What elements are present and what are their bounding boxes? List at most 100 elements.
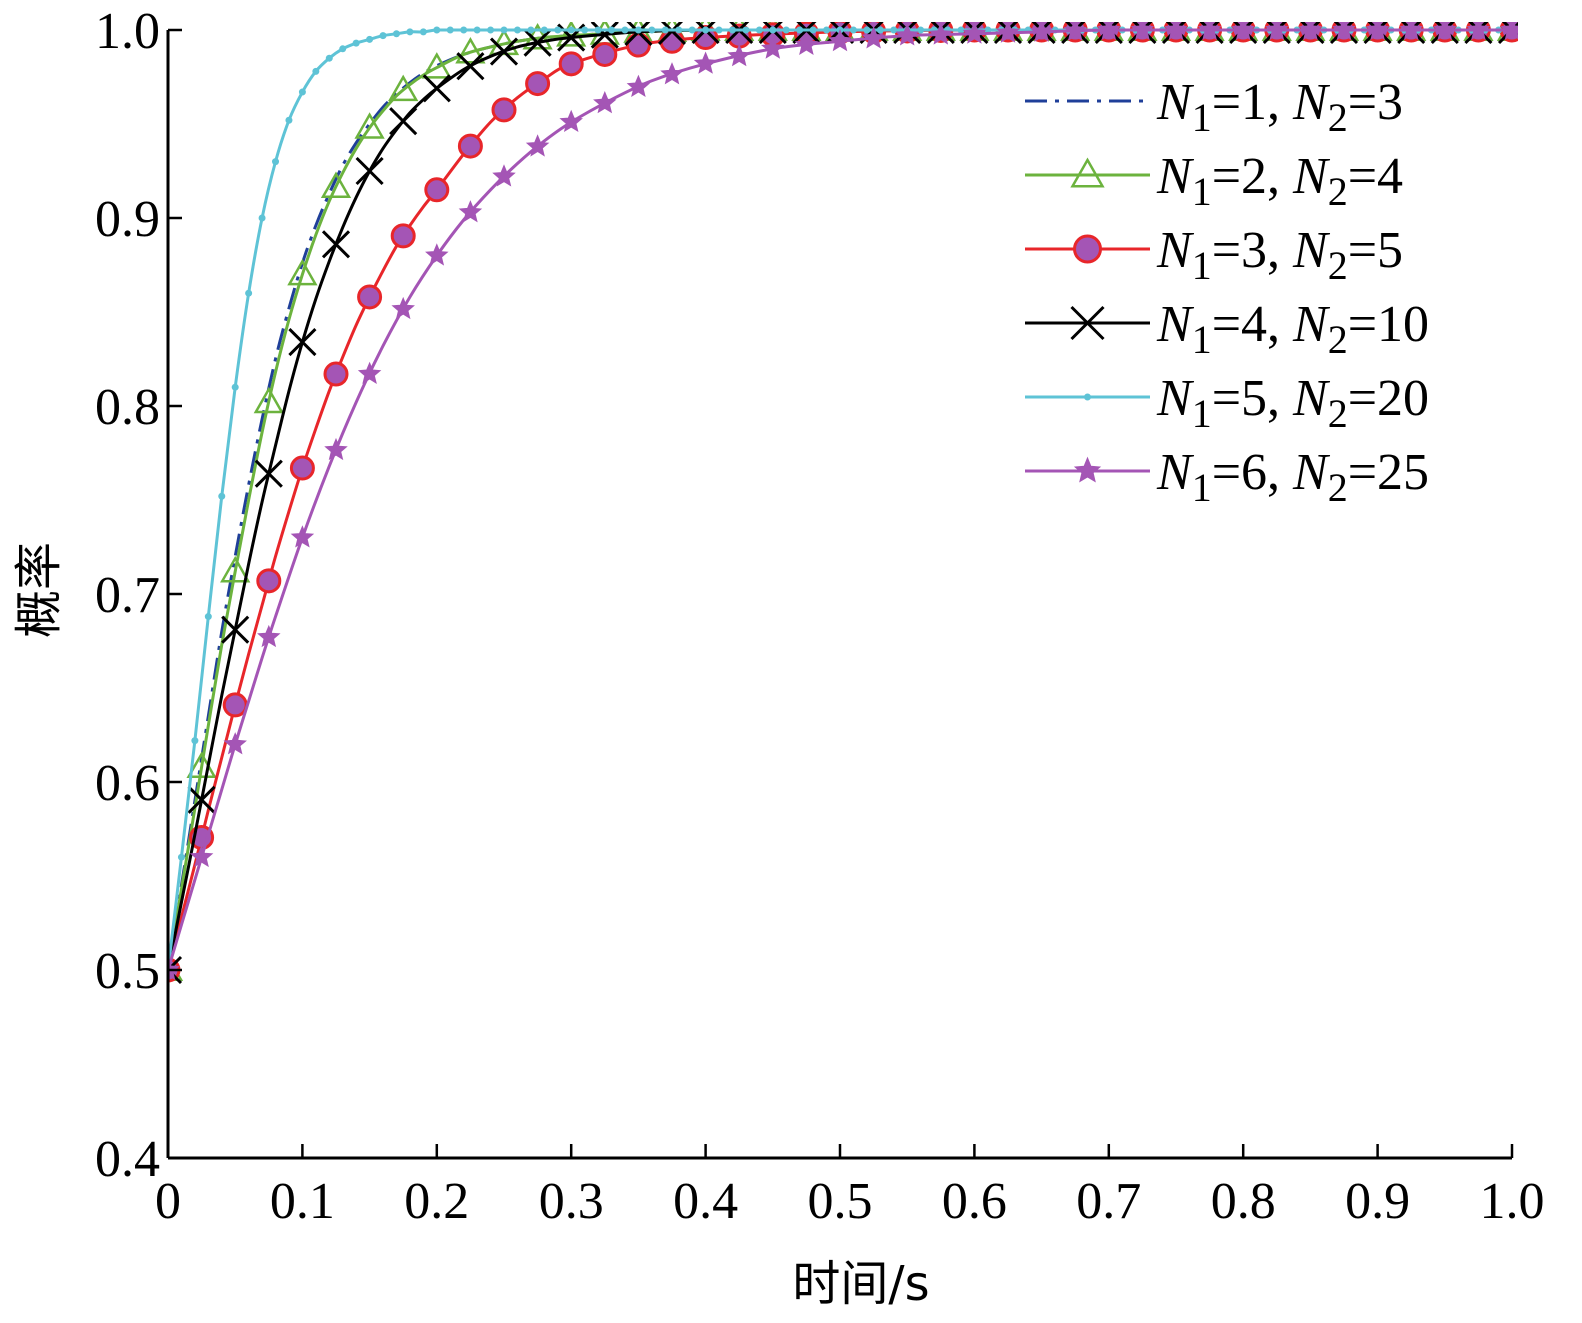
data-point-dot [540, 26, 548, 34]
data-point-triangle [253, 386, 284, 414]
data-point-dot [648, 26, 656, 34]
data-point-circle [558, 51, 584, 77]
data-point-dot [608, 26, 616, 34]
data-point-dot [473, 26, 481, 34]
data-point-star [458, 200, 483, 223]
legend-entry-1: N1=1, N2=3 [1025, 74, 1403, 140]
data-point-circle [256, 568, 282, 594]
data-point-star [1164, 22, 1188, 40]
legend-entry-5: N1=5, N2=20 [1025, 370, 1429, 436]
data-point-star [1466, 22, 1491, 40]
data-point-triangle [220, 555, 251, 583]
data-point-star [593, 90, 617, 114]
data-point-star [1500, 22, 1518, 40]
data-point-dot [231, 383, 239, 391]
data-point-dot [325, 54, 333, 62]
data-point-dot [755, 26, 763, 34]
x-tick-label: 0.4 [673, 1173, 738, 1230]
data-point-dot [460, 26, 468, 34]
data-point-dot [809, 26, 817, 34]
legend-entry-2: N1=2, N2=4 [1025, 148, 1403, 214]
data-point-star [357, 361, 382, 384]
data-point-circle [525, 71, 551, 97]
legend-label: N1=4, N2=10 [1156, 296, 1429, 362]
data-point-dot [782, 26, 790, 34]
data-point-triangle [287, 258, 318, 286]
y-tick-label: 0.6 [95, 755, 160, 812]
x-tick-label: 0 [155, 1173, 181, 1230]
data-point-dot [379, 32, 387, 40]
data-point-cross [355, 156, 384, 186]
data-point-dot [621, 26, 629, 34]
data-point-dot [352, 39, 360, 47]
data-point-dot [245, 289, 253, 297]
data-point-dot [366, 35, 374, 43]
x-tick-label: 0.8 [1211, 1173, 1276, 1230]
data-point-triangle [320, 171, 352, 198]
data-point-triangle [388, 74, 419, 102]
data-point-circle [390, 223, 416, 249]
data-point-cross [254, 459, 283, 488]
x-tick-label: 0.5 [808, 1173, 873, 1230]
data-point-star [492, 164, 516, 187]
data-point-triangle [421, 52, 452, 79]
data-point-star [861, 26, 886, 49]
data-point-cross [389, 107, 418, 136]
y-tick-label: 0.8 [95, 379, 160, 436]
data-point-star [727, 43, 751, 67]
data-point-circle [357, 284, 383, 310]
data-point-dot [513, 26, 521, 34]
x-tick-label: 0.1 [270, 1173, 335, 1230]
data-point-circle [424, 177, 450, 203]
data-point-star [223, 732, 247, 755]
data-point-dot [218, 492, 226, 500]
data-point-dot [554, 26, 562, 34]
data-point-star [1097, 22, 1121, 40]
data-point-cross [221, 615, 250, 644]
data-point-triangle [354, 112, 385, 139]
data-point-star [895, 23, 919, 46]
data-point-star [391, 296, 415, 320]
data-point-star [660, 62, 684, 85]
data-point-triangle [488, 28, 520, 56]
data-point-dot [446, 26, 454, 34]
data-point-dot [742, 26, 750, 34]
data-point-star [828, 28, 852, 52]
data-point-star [1130, 22, 1155, 40]
data-point-cross [523, 28, 552, 57]
legend-label: N1=2, N2=4 [1156, 148, 1403, 214]
y-tick-label: 0.4 [95, 1131, 160, 1188]
data-point-star [290, 525, 315, 548]
data-point-star [1332, 22, 1356, 40]
data-point-dot [634, 26, 642, 34]
data-point-dot [312, 67, 320, 75]
data-point-cross [456, 52, 485, 81]
data-point-dot [796, 26, 804, 34]
data-point-cross [288, 328, 317, 357]
data-point-star [1433, 22, 1457, 40]
data-point-dot [661, 26, 669, 34]
x-tick-label: 0.2 [404, 1173, 469, 1230]
data-point-cross [422, 74, 451, 103]
x-tick-label: 0.3 [539, 1173, 604, 1230]
data-point-cross [590, 22, 619, 49]
data-point-star [324, 437, 348, 461]
data-point-dot [298, 88, 306, 96]
data-point-dot [863, 26, 871, 34]
data-point-dot [272, 158, 280, 166]
data-point-star [1265, 22, 1289, 40]
data-point-dot [191, 737, 199, 745]
y-tick-label: 0.5 [95, 943, 160, 1000]
data-point-dot [487, 26, 495, 34]
data-point-cross [321, 230, 351, 259]
data-point-dot [1084, 393, 1091, 401]
data-point-dot [715, 26, 723, 34]
data-point-dot [567, 26, 575, 34]
data-point-triangle [556, 22, 587, 47]
data-point-dot [500, 26, 508, 34]
data-point-cross [187, 785, 216, 814]
data-point-dot [728, 26, 736, 34]
data-point-circle [1073, 234, 1102, 264]
data-point-circle [491, 97, 517, 123]
